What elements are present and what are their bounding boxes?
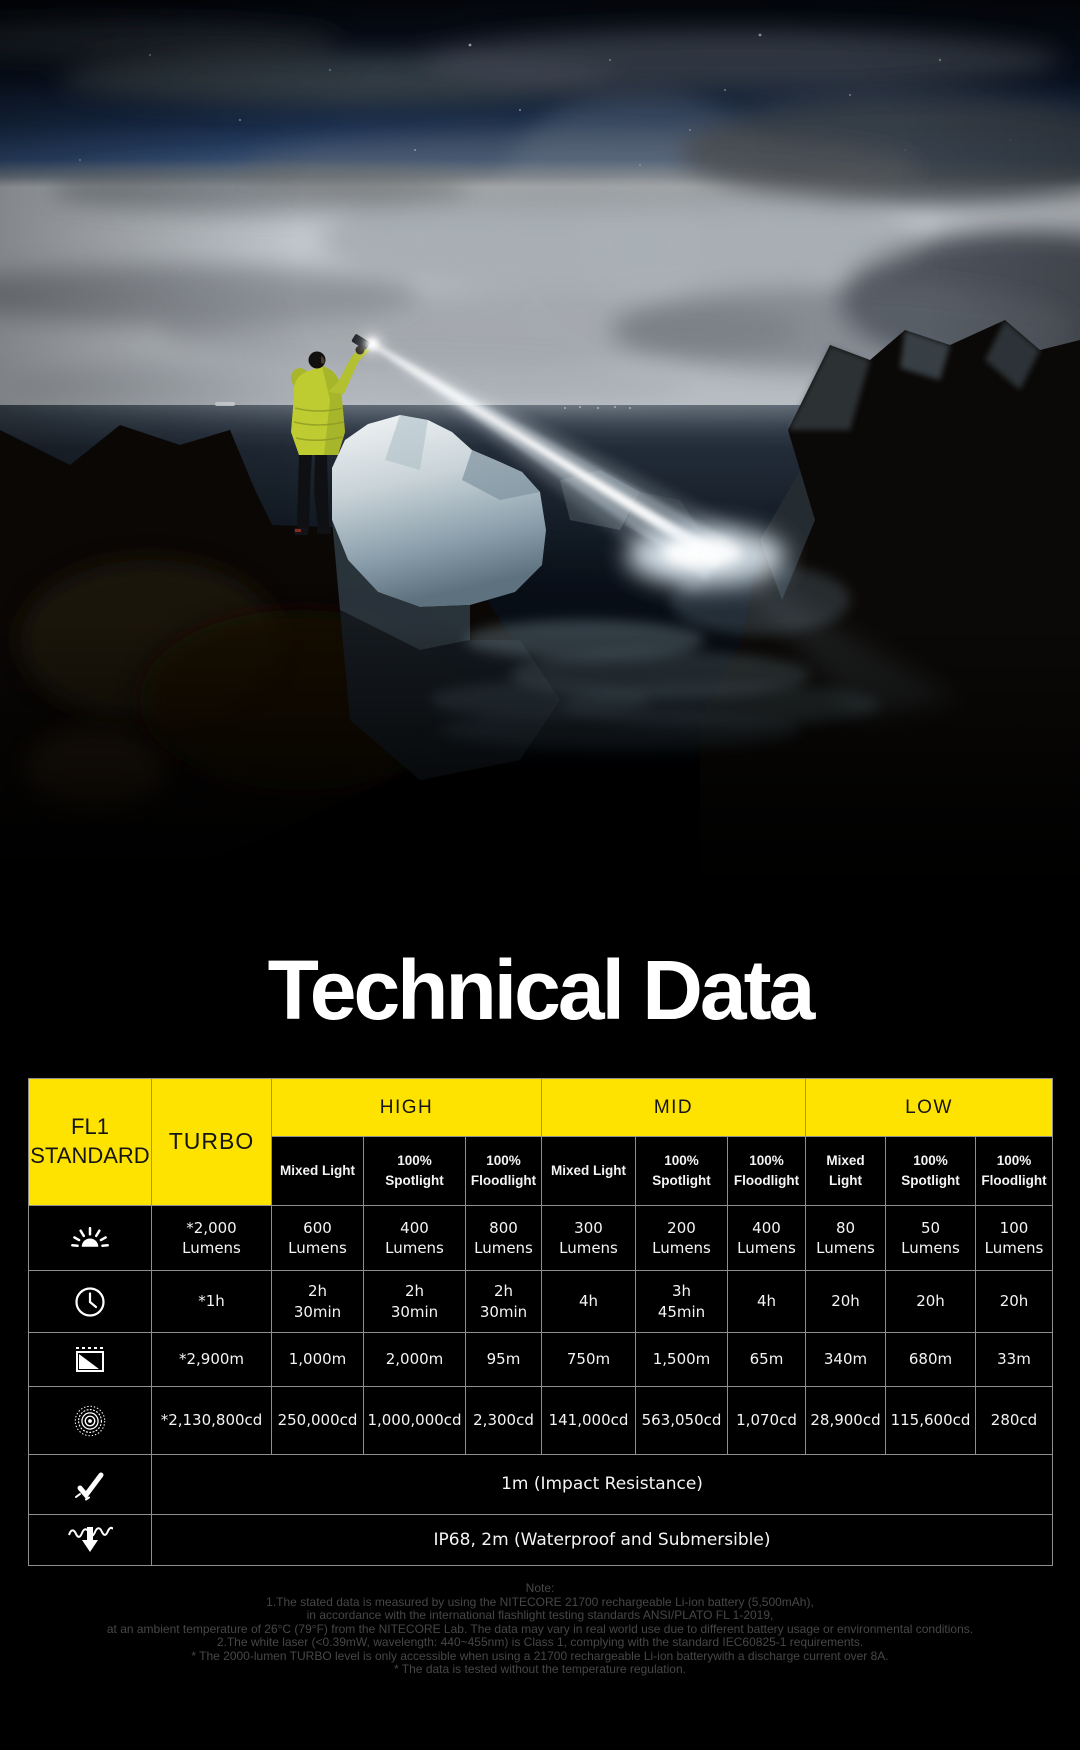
lumens-value-cell: 200 Lumens bbox=[636, 1206, 727, 1270]
page-title: Technical Data bbox=[267, 943, 816, 1037]
lumens-value-cell: 600 Lumens bbox=[272, 1206, 363, 1270]
distance-value-cell: 33m bbox=[976, 1333, 1052, 1386]
distance-value-cell: 65m bbox=[728, 1333, 805, 1386]
subheader-mid-floodlight: 100% Floodlight bbox=[728, 1137, 805, 1205]
subheader-high-spotlight: 100% Spotlight bbox=[364, 1137, 465, 1205]
brightness-icon bbox=[29, 1206, 151, 1270]
lumens-value-cell: 400 Lumens bbox=[728, 1206, 805, 1270]
technical-data-table: FL1 STANDARD TURBO HIGH MID LOW Mixed Li… bbox=[28, 1078, 1053, 1566]
runtime-value-cell: 20h bbox=[806, 1271, 885, 1332]
header-low: LOW bbox=[806, 1079, 1052, 1136]
distance-value-cell: 1,000m bbox=[272, 1333, 363, 1386]
head bbox=[308, 351, 326, 369]
intensity-value-cell: 141,000cd bbox=[542, 1387, 635, 1454]
note-line: 1.The stated data is measured by using t… bbox=[266, 1594, 814, 1609]
lumens-value-cell: 800 Lumens bbox=[466, 1206, 541, 1270]
distance-value-cell: 1,500m bbox=[636, 1333, 727, 1386]
intensity-value-cell: 563,050cd bbox=[636, 1387, 727, 1454]
distance-value-cell: *2,900m bbox=[152, 1333, 271, 1386]
lumens-value-cell: 400 Lumens bbox=[364, 1206, 465, 1270]
header-high: HIGH bbox=[272, 1079, 541, 1136]
runtime-value-cell: 20h bbox=[886, 1271, 975, 1332]
raised-arm bbox=[328, 346, 370, 394]
distance-value-cell: 340m bbox=[806, 1333, 885, 1386]
note-line: 2.The white laser (<0.39mW, wavelength: … bbox=[216, 1635, 864, 1649]
subheader-low-spotlight: 100% Spotlight bbox=[886, 1137, 975, 1205]
intensity-value-cell: 115,600cd bbox=[886, 1387, 975, 1454]
person bbox=[291, 334, 370, 535]
runtime-value-cell: 2h 30min bbox=[364, 1271, 465, 1332]
subheader-high-floodlight: 100% Floodlight bbox=[466, 1137, 541, 1205]
note-line: * The 2000-lumen TURBO level is only acc… bbox=[191, 1648, 889, 1663]
runtime-value-cell: 2h 30min bbox=[272, 1271, 363, 1332]
lumens-value-cell: 100 Lumens bbox=[976, 1206, 1052, 1270]
lumens-value-cell: 50 Lumens bbox=[886, 1206, 975, 1270]
intensity-value-cell: 250,000cd bbox=[272, 1387, 363, 1454]
waterproof-rating-cell: IP68, 2m (Waterproof and Submersible) bbox=[152, 1515, 1052, 1565]
intensity-value-cell: 2,300cd bbox=[466, 1387, 541, 1454]
waterproof-icon bbox=[29, 1515, 151, 1565]
runtime-value-cell: 3h 45min bbox=[636, 1271, 727, 1332]
intensity-value-cell: 1,070cd bbox=[728, 1387, 805, 1454]
runtime-icon bbox=[29, 1271, 151, 1332]
runtime-value-cell: *1h bbox=[152, 1271, 271, 1332]
runtime-value-cell: 4h bbox=[728, 1271, 805, 1332]
runtime-value-cell: 4h bbox=[542, 1271, 635, 1332]
runtime-value-cell: 2h 30min bbox=[466, 1271, 541, 1332]
lumens-value-cell: 300 Lumens bbox=[542, 1206, 635, 1270]
distance-value-cell: 750m bbox=[542, 1333, 635, 1386]
note-line: * The data is tested without the tempera… bbox=[394, 1662, 686, 1676]
intensity-value-cell: 280cd bbox=[976, 1387, 1052, 1454]
hero-photo bbox=[0, 0, 1080, 940]
impact-resistance-cell: 1m (Impact Resistance) bbox=[152, 1455, 1052, 1514]
distance-value-cell: 2,000m bbox=[364, 1333, 465, 1386]
footnotes: Note: 1.The stated data is measured by u… bbox=[10, 1581, 1070, 1677]
header-turbo: TURBO bbox=[152, 1079, 271, 1205]
lumens-value-cell: 80 Lumens bbox=[806, 1206, 885, 1270]
distance-value-cell: 680m bbox=[886, 1333, 975, 1386]
subheader-mid-mixed-light: Mixed Light bbox=[542, 1137, 635, 1205]
subheader-high-mixed-light: Mixed Light bbox=[272, 1137, 363, 1205]
subheader-low-mixed-light: Mixed Light bbox=[806, 1137, 885, 1205]
subheader-mid-spotlight: 100% Spotlight bbox=[636, 1137, 727, 1205]
runtime-value-cell: 20h bbox=[976, 1271, 1052, 1332]
distance-value-cell: 95m bbox=[466, 1333, 541, 1386]
subheader-low-floodlight: 100% Floodlight bbox=[976, 1137, 1052, 1205]
intensity-value-cell: 1,000,000cd bbox=[364, 1387, 465, 1454]
beam-distance-icon bbox=[29, 1333, 151, 1386]
header-fl1-standard: FL1 STANDARD bbox=[29, 1079, 151, 1205]
photo-fade bbox=[0, 620, 1080, 940]
beam-intensity-icon bbox=[29, 1387, 151, 1454]
note-line: Note: bbox=[525, 1581, 555, 1595]
lumens-value-cell: *2,000 Lumens bbox=[152, 1206, 271, 1270]
note-line: at an ambient temperature of 26°C (79°F)… bbox=[106, 1621, 974, 1636]
intensity-value-cell: *2,130,800cd bbox=[152, 1387, 271, 1454]
note-line: in accordance with the international fla… bbox=[306, 1608, 774, 1622]
impact-resistance-icon bbox=[29, 1455, 151, 1514]
intensity-value-cell: 28,900cd bbox=[806, 1387, 885, 1454]
header-mid: MID bbox=[542, 1079, 805, 1136]
